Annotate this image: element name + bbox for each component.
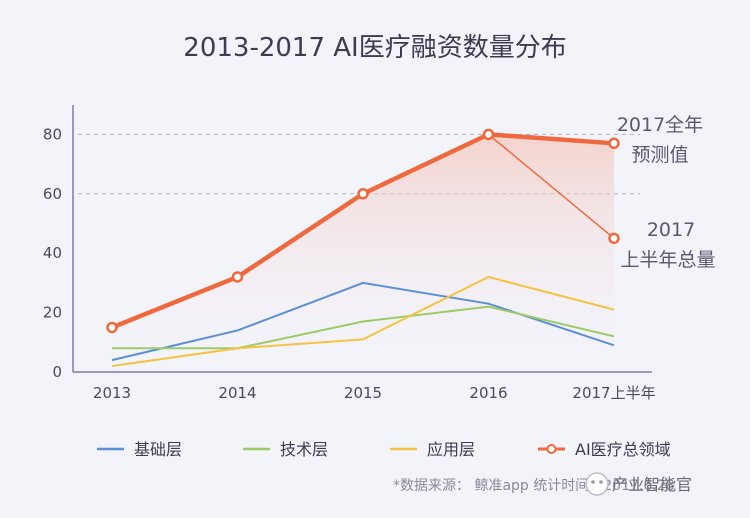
x-tick-2: 2015 — [344, 384, 382, 402]
x-tick-labels: 2013 2014 2015 2016 2017上半年 — [93, 384, 656, 402]
legend-label-1: 技术层 — [280, 440, 328, 459]
half-year-label-line1: 2017 — [647, 219, 695, 241]
total-area-fill — [112, 134, 614, 372]
watermark-text: 产业智能官 — [612, 475, 692, 494]
y-tick-40: 40 — [43, 244, 62, 262]
total-area — [112, 134, 614, 372]
total-marker-4 — [608, 232, 620, 245]
series-line-1 — [112, 305, 615, 350]
y-tick-0: 0 — [52, 363, 62, 381]
half-year-label-line2: 上半年总量 — [620, 249, 715, 271]
legend: 基础层 技术层 应用层 AI医疗总领域 — [97, 440, 671, 459]
wechat-icon — [585, 472, 609, 496]
y-tick-80: 80 — [43, 125, 62, 143]
legend-label-0: 基础层 — [134, 440, 182, 459]
total-marker-3 — [482, 128, 495, 141]
legend-marker-3 — [546, 444, 557, 454]
forecast-marker — [608, 137, 620, 150]
legend-label-3: AI医疗总领域 — [575, 440, 671, 459]
x-tick-1: 2014 — [218, 384, 256, 402]
x-tick-0: 2013 — [93, 384, 131, 402]
forecast-label-line1: 2017全年 — [617, 114, 703, 136]
wechat-eye-left-icon — [591, 480, 595, 484]
y-tick-20: 20 — [43, 304, 62, 322]
chart-title: 2013-2017 AI医疗融资数量分布 — [183, 33, 566, 63]
wechat-eye-right-icon — [599, 480, 603, 484]
series-line-2 — [111, 275, 615, 368]
x-tick-4: 2017上半年 — [572, 384, 655, 402]
x-tick-3: 2016 — [469, 384, 507, 402]
y-tick-labels: 0 20 40 60 80 — [43, 125, 62, 381]
forecast-label-line2: 预测值 — [631, 144, 688, 166]
total-half-year-branch — [488, 133, 615, 239]
total-marker-2 — [357, 188, 369, 200]
total-marker-0 — [106, 321, 118, 334]
total-markers — [106, 128, 620, 334]
total-marker-1 — [231, 271, 244, 283]
y-tick-60: 60 — [43, 185, 62, 203]
watermark: 产业智能官 — [585, 472, 692, 496]
legend-label-2: 应用层 — [427, 440, 475, 459]
